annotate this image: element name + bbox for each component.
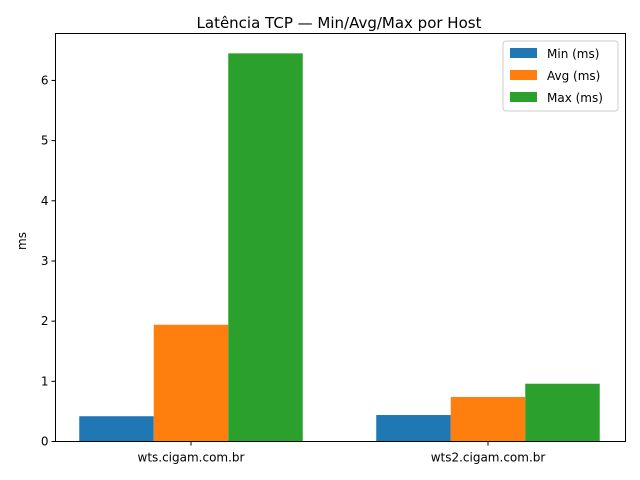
- y-ticks-group: 0 1 2 3 4 5 6: [41, 73, 56, 449]
- chart-title: Latência TCP — Min/Avg/Max por Host: [197, 14, 482, 32]
- y-tick-label: 6: [41, 73, 49, 87]
- bar-min-ms-wts2-cigam-com-br: [376, 415, 451, 442]
- y-tick-label: 0: [41, 435, 49, 449]
- legend-label-avg-ms: Avg (ms): [547, 69, 600, 83]
- y-tick-label: 5: [41, 134, 49, 148]
- x-tick-label: wts.cigam.com.br: [138, 451, 245, 465]
- legend: Min (ms) Avg (ms) Max (ms): [502, 40, 619, 112]
- legend-swatch-min-ms: [510, 48, 537, 58]
- y-tick-label: 4: [41, 194, 49, 208]
- x-tick-label: wts2.cigam.com.br: [431, 451, 546, 465]
- legend-label-min-ms: Min (ms): [547, 47, 599, 61]
- legend-swatch-max-ms: [510, 92, 537, 102]
- bar-avg-ms-wts2-cigam-com-br: [450, 396, 526, 442]
- plot-frame: [55, 33, 626, 442]
- legend-label-max-ms: Max (ms): [547, 91, 603, 105]
- bar-avg-ms-wts-cigam-com-br: [153, 324, 229, 442]
- y-tick-label: 2: [41, 314, 49, 328]
- bar-max-ms-wts-cigam-com-br: [228, 53, 303, 442]
- x-ticks-group: wts.cigam.com.br wts2.cigam.com.br: [138, 441, 546, 465]
- bar-min-ms-wts-cigam-com-br: [79, 416, 154, 442]
- y-tick-label: 3: [41, 254, 49, 268]
- bar-max-ms-wts2-cigam-com-br: [525, 383, 600, 442]
- legend-swatch-avg-ms: [510, 70, 537, 80]
- y-axis-label: ms: [15, 232, 29, 250]
- y-tick-label: 1: [41, 374, 49, 388]
- bars-group: [79, 53, 600, 442]
